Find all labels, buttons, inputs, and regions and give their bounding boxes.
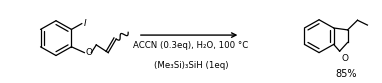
Text: I: I	[84, 19, 86, 28]
Text: O: O	[85, 48, 92, 57]
Text: 85%: 85%	[336, 69, 357, 79]
Text: (Me₃Si)₃SiH (1eq): (Me₃Si)₃SiH (1eq)	[154, 61, 228, 70]
Text: ACCN (0.3eq), H₂O, 100 °C: ACCN (0.3eq), H₂O, 100 °C	[133, 41, 249, 50]
Text: O: O	[342, 54, 349, 63]
